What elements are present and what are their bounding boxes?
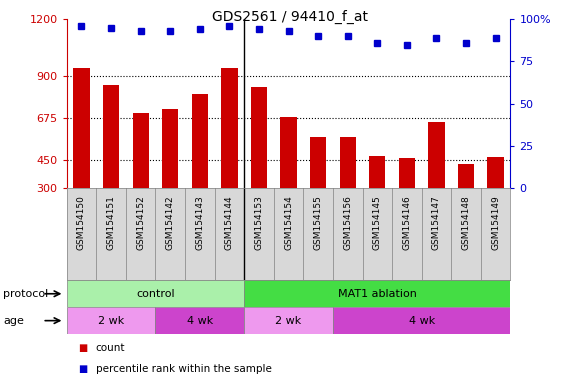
Bar (155, 307, 244, 334)
Text: GSM154148: GSM154148 (462, 195, 470, 250)
Text: count: count (96, 343, 125, 353)
Text: GSM154155: GSM154155 (314, 195, 322, 250)
Text: GDS2561 / 94410_f_at: GDS2561 / 94410_f_at (212, 10, 368, 24)
Bar (428, 121, 445, 245)
Bar (280, 117, 297, 245)
Text: GSM154144: GSM154144 (225, 195, 234, 250)
Text: control: control (136, 289, 175, 299)
Bar (310, 137, 327, 245)
Text: 2 wk: 2 wk (276, 316, 302, 326)
Text: age: age (3, 316, 24, 326)
Bar (221, 68, 238, 245)
Bar (103, 85, 119, 245)
Text: GSM154153: GSM154153 (255, 195, 263, 250)
Bar (73, 68, 90, 245)
Text: GSM154154: GSM154154 (284, 195, 293, 250)
Bar (369, 156, 386, 245)
Text: GSM154147: GSM154147 (432, 195, 441, 250)
Bar (191, 94, 208, 245)
Text: 2 wk: 2 wk (98, 316, 124, 326)
Bar (398, 158, 415, 245)
Text: 4 wk: 4 wk (187, 316, 213, 326)
Text: GSM154156: GSM154156 (343, 195, 352, 250)
Bar (162, 109, 179, 245)
Text: ■: ■ (78, 343, 88, 353)
Text: GSM154143: GSM154143 (195, 195, 204, 250)
Text: GSM154150: GSM154150 (77, 195, 86, 250)
Bar (251, 87, 267, 245)
Text: GSM154152: GSM154152 (136, 195, 145, 250)
Text: 4 wk: 4 wk (408, 316, 435, 326)
Bar (339, 137, 356, 245)
Bar (132, 113, 149, 245)
Text: ■: ■ (78, 364, 88, 374)
Text: GSM154146: GSM154146 (403, 195, 411, 250)
Text: GSM154142: GSM154142 (166, 195, 175, 250)
Bar (244, 307, 333, 334)
Bar (67, 307, 155, 334)
Bar (333, 307, 510, 334)
Text: MAT1 ablation: MAT1 ablation (338, 289, 416, 299)
Text: GSM154151: GSM154151 (107, 195, 115, 250)
Text: GSM154149: GSM154149 (491, 195, 500, 250)
Bar (458, 164, 474, 245)
Text: protocol: protocol (3, 289, 48, 299)
Text: GSM154145: GSM154145 (373, 195, 382, 250)
Bar (244, 280, 510, 307)
Text: percentile rank within the sample: percentile rank within the sample (96, 364, 271, 374)
Bar (487, 157, 504, 245)
Bar (67, 280, 244, 307)
